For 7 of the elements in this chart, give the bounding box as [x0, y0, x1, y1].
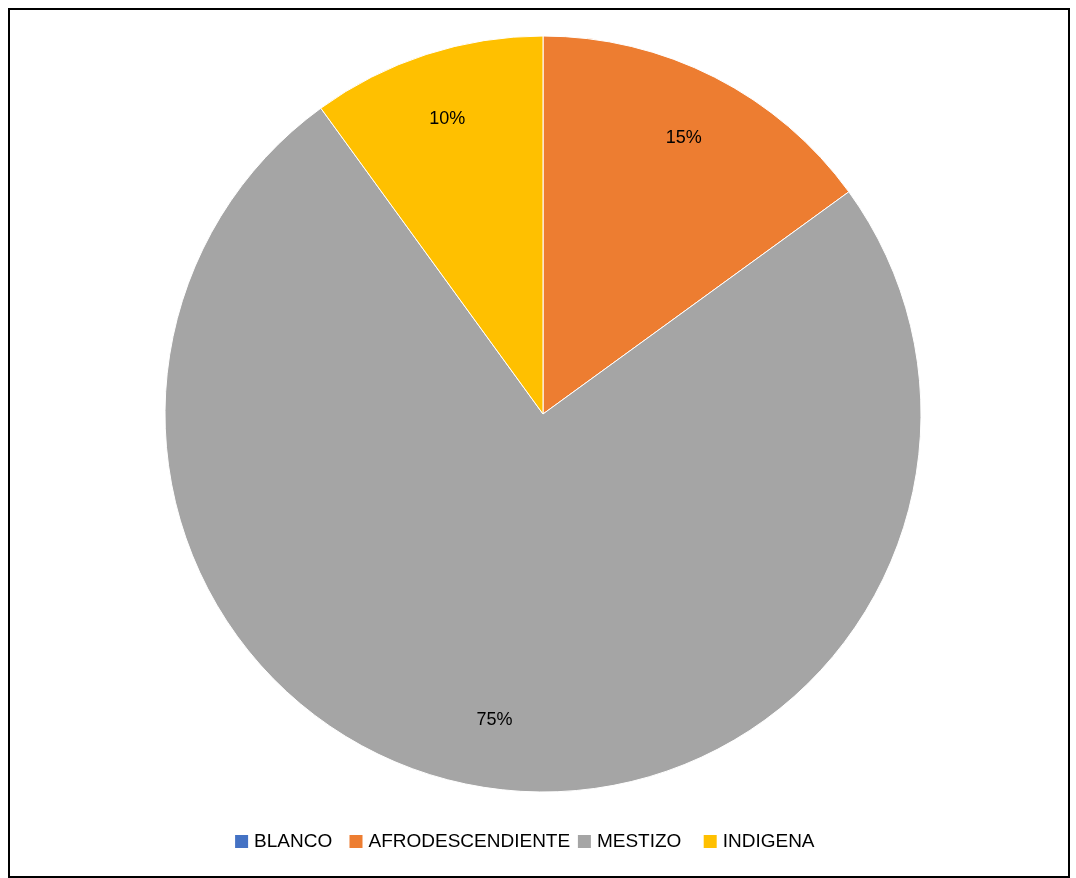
data-label: 75% — [476, 708, 513, 729]
legend-label: INDIGENA — [722, 830, 815, 852]
legend-label: AFRODESCENDIENTE — [368, 830, 571, 852]
data-label: 15% — [665, 126, 702, 147]
legend-label: MESTIZO — [596, 830, 682, 852]
legend-label: BLANCO — [254, 830, 333, 852]
data-label: 10% — [429, 107, 466, 128]
